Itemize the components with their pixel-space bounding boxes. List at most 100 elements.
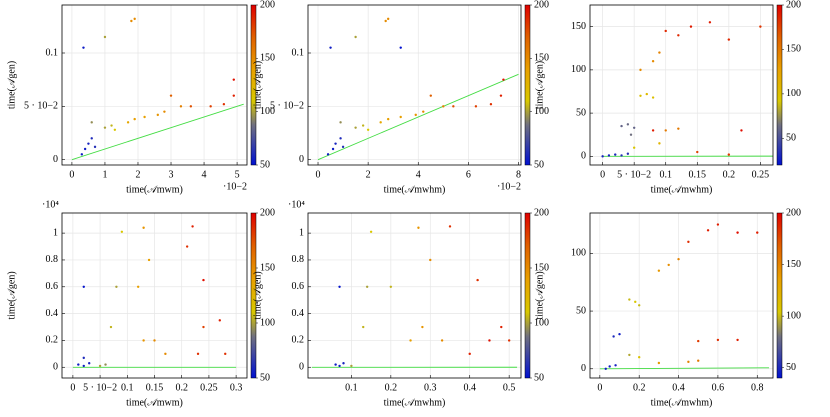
point [224,353,226,355]
x-tick-label: 0.2 [633,382,646,393]
y-tick-label: 0.1 [292,47,305,58]
point [658,142,660,144]
point [82,46,84,48]
point [233,94,235,96]
point [687,361,689,363]
y-tick-label: 0 [299,362,304,373]
point [142,227,144,229]
point [608,365,610,367]
point [409,339,411,341]
x-tick-label: 8 [516,169,521,180]
point [475,105,477,107]
x-tick-label: 0 [597,382,602,393]
x-tick-label: 0.1 [659,169,672,180]
x-tick-label: 2 [135,169,140,180]
y-tick-label: 100 [571,64,586,75]
point [422,110,424,112]
point [233,78,235,80]
point [490,103,492,105]
y-tick-label: 0.4 [46,308,59,319]
x-tick-label: 0.8 [751,382,764,393]
point [219,319,221,321]
point [338,286,340,288]
x-tick-label: 0.1 [121,382,134,393]
x-tick-label: 4 [416,169,421,180]
colorbar-tick-label: 50 [786,362,796,373]
y-tick-label: 0 [581,151,586,162]
point [652,96,654,98]
point [137,286,139,288]
y-tick-label: 0.2 [46,335,59,346]
plot-frame [590,5,773,165]
point [658,51,660,53]
point [633,147,635,149]
point [421,326,423,328]
plot-frame [590,213,773,378]
point [170,94,172,96]
point [500,94,502,96]
point [153,339,155,341]
point [630,134,632,136]
x-axis-label: time(𝒜mwhm) [384,397,446,408]
point [362,124,364,126]
point [677,258,679,260]
point [677,34,679,36]
y-tick-label: 0.4 [292,308,305,319]
point [449,225,451,227]
point [202,326,204,328]
point [114,129,116,131]
point [91,121,93,123]
colorbar-tick-label: 150 [786,44,801,55]
point [639,95,641,97]
colorbar-tick-label: 200 [786,0,801,10]
point [104,363,106,365]
point [707,229,709,231]
point [417,227,419,229]
point [180,105,182,107]
point [612,335,614,337]
x-multiplier: ·10−2 [223,181,247,192]
point [362,326,364,328]
point [665,30,667,32]
point [104,36,106,38]
point [430,94,432,96]
x-axis-label: time(𝒜mwm) [126,184,183,195]
y-tick-label: 50 [576,107,586,118]
colorbar-tick-label: 200 [534,207,549,218]
reference-line [72,104,244,159]
y-axis-label: time(𝒜gen) [6,61,17,109]
colorbar-tick-label: 150 [786,259,801,270]
point [627,123,629,125]
point [469,353,471,355]
point [415,114,417,116]
point [390,286,392,288]
point [83,357,85,359]
point [338,365,340,367]
point [618,333,620,335]
x-tick-label: 0.25 [752,169,770,180]
y-tick-label: 0.6 [46,281,59,292]
x-tick-label: 0.25 [200,382,218,393]
point [130,20,132,22]
point [223,103,225,105]
point [728,38,730,40]
x-tick-label: 6 [466,169,471,180]
y-tick-label: 0.8 [292,254,305,265]
point [687,241,689,243]
point [652,129,654,131]
point [133,18,135,20]
colorbar-tick-label: 50 [534,372,544,383]
point [638,304,640,306]
plot-frame [308,5,521,165]
point [508,339,510,341]
x-tick-label: 4 [202,169,207,180]
point [627,153,629,155]
colorbar-tick-label: 50 [786,133,796,144]
point [94,146,96,148]
y-tick-label: 100 [571,248,586,259]
point [652,60,654,62]
point [658,362,660,364]
y-tick-label: 1 [53,227,58,238]
point [665,129,667,131]
